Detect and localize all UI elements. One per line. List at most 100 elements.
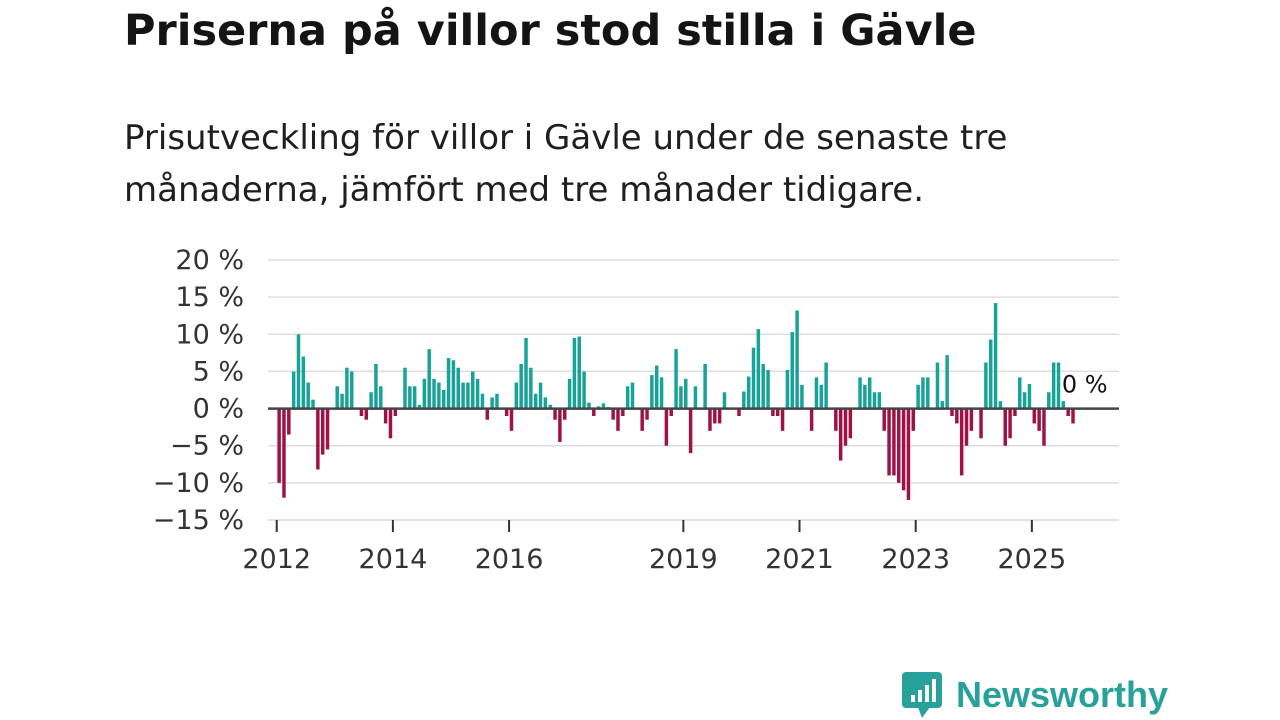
x-tick-label: 2019 [649,544,718,575]
bar [325,408,330,450]
bar [466,382,470,409]
bar [858,377,862,409]
bar [863,384,867,409]
bar [379,386,383,409]
bar [848,408,853,439]
bar [688,408,693,454]
bar [422,378,427,409]
bar [1066,408,1070,416]
bar [427,349,431,409]
bar [795,310,799,409]
bar [320,408,325,455]
bar [359,408,364,416]
last-value-annotation: 0 % [1062,371,1108,399]
y-tick-label: 15 % [175,282,244,313]
chart-subtitle: Prisutveckling för villor i Gävle under … [124,118,1008,210]
bar [684,378,688,409]
bar [669,408,673,416]
bar [766,369,770,409]
brand-logo[interactable]: Newsworthy [902,670,1168,720]
bar [1047,392,1051,409]
bar [940,401,945,409]
bar-chart: 20 %15 %10 %5 %0 %−5 %−10 %−15 % 2012 201… [153,245,1119,575]
bar [311,399,315,409]
bar [693,386,698,409]
bar [892,408,896,476]
bar [926,377,930,409]
bar [790,332,794,409]
bar [1042,408,1046,446]
bar [703,364,707,409]
bar [553,408,557,420]
x-tick-label: 2012 [242,544,311,575]
bar [543,397,548,409]
bar [601,403,606,409]
bar [906,408,911,500]
bars [277,303,1075,500]
bar [533,393,538,409]
bar [1071,408,1075,424]
bar [524,338,528,409]
bar [1027,384,1032,409]
bar [679,386,683,409]
bar [306,382,310,409]
bar [529,367,533,409]
bar [834,408,838,431]
bar [988,339,993,409]
bar [751,347,756,409]
bar [955,408,959,424]
bar [301,356,306,409]
bar [1051,362,1056,409]
y-axis-labels: 20 % 15 % 10 % 5 % 0 % −5 % −10 % −15 % [153,245,244,536]
bar [316,408,320,470]
bar [509,408,514,431]
bar [650,375,654,409]
bar [780,408,785,431]
bar [1022,392,1027,409]
bar [475,378,480,409]
bar [1013,408,1017,416]
y-tick-label: 20 % [175,245,244,276]
x-tick-label: 2021 [765,544,834,575]
y-tick-label: 0 % [193,394,244,425]
bar [582,371,586,409]
bar [742,391,746,409]
chart-title: Priserna på villor stod stilla i Gävle [124,6,977,56]
bar [340,393,344,409]
bar [916,384,920,409]
y-tick-label: −10 % [153,468,244,499]
bar [979,408,983,439]
bar [558,408,562,442]
bar [897,408,901,483]
bar [577,336,582,409]
bar [935,362,940,409]
bar [640,408,644,431]
bar [824,362,828,409]
bar [969,408,974,431]
bar [1032,408,1037,424]
bar [388,408,393,439]
x-tick-label: 2025 [998,544,1067,575]
bar [901,408,906,491]
bar [945,355,949,409]
bar [490,397,494,409]
bar [756,329,761,409]
bar [630,382,635,409]
bar [843,408,848,446]
bar [867,377,872,409]
bar [785,369,790,409]
bar [369,392,373,409]
bar [737,408,741,416]
bar [514,382,519,409]
bar [814,377,819,409]
bar [403,367,407,409]
brand-name: Newsworthy [956,674,1169,715]
bar [572,338,577,409]
bar [911,408,916,431]
bar [1061,401,1066,409]
bar [838,408,843,461]
bar [882,408,886,431]
bar [412,386,417,409]
chart-bubble-icon [902,672,942,718]
bar [964,408,969,446]
